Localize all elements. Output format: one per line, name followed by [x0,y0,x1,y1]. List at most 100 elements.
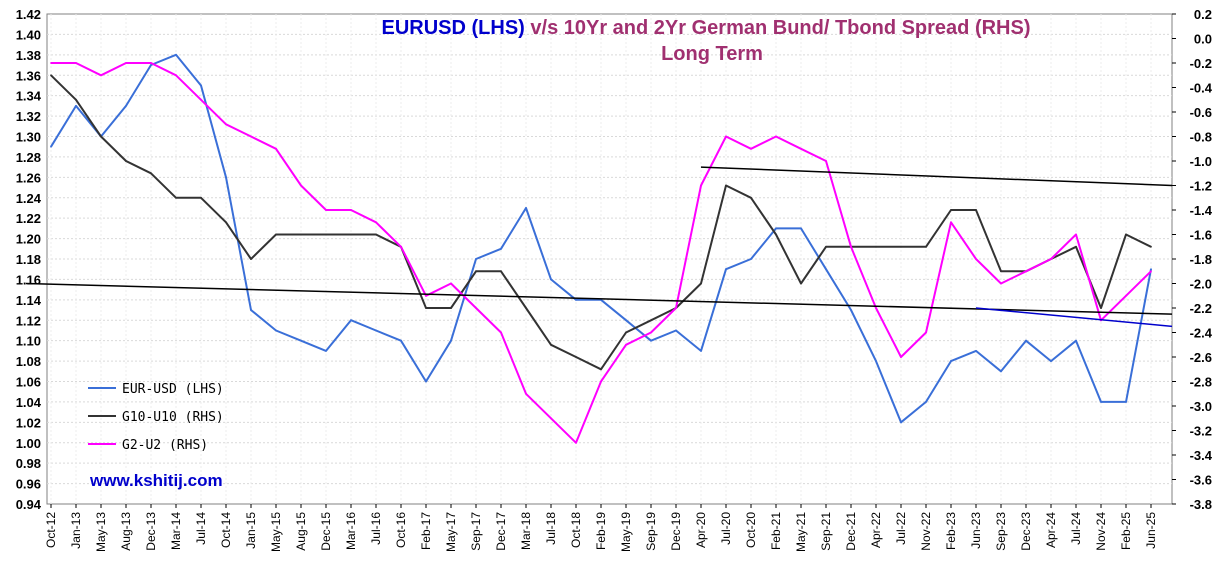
series-point-2 [500,331,502,334]
x-tick-label: Mar-16 [344,512,358,550]
series-point-2 [275,147,277,150]
series-point-0 [550,278,552,281]
series-point-0 [825,268,827,271]
series-point-1 [100,135,102,138]
x-tick-label: Aug-13 [119,512,133,551]
series-point-1 [75,98,77,101]
series-point-1 [575,356,577,358]
x-tick-label: Sep-23 [994,512,1008,551]
right-tick-label: -0.8 [1190,130,1212,145]
series-point-0 [125,104,127,107]
series-point-0 [925,401,927,403]
series-point-2 [525,392,527,395]
series-point-1 [875,245,877,248]
right-tick-label: -1.8 [1190,252,1212,267]
chart-subtitle: Long Term [661,43,763,65]
right-axis-ticks: 0.2 0.0 -0.2 -0.4 -0.6 -0.8 -1.0 -1.2 -1.4 -1.6 -1… [1172,7,1213,512]
series-point-0 [650,339,652,342]
series-point-0 [275,329,277,332]
series-point-0 [675,329,677,332]
series-point-1 [925,245,927,248]
x-tick-label: Dec-15 [319,512,333,551]
x-tick-label: Sep-17 [469,512,483,551]
series-point-2 [650,331,652,334]
series-point-0 [400,339,402,342]
right-tick-label: -3.0 [1190,399,1212,414]
right-tick-label: -3.8 [1190,497,1212,512]
series-point-1 [175,196,177,199]
series-point-1 [700,282,702,285]
x-tick-label: Jul-16 [369,512,383,545]
right-tick-label: -1.0 [1190,154,1212,169]
x-tick-label: Dec-21 [844,512,858,551]
x-tick-label: Dec-19 [669,512,683,551]
series-point-2 [225,123,227,126]
series-point-2 [1150,270,1152,273]
x-tick-label: Oct-18 [569,512,583,548]
x-tick-label: Nov-24 [1094,512,1108,551]
series-point-2 [875,307,877,309]
series-point-0 [475,258,477,260]
series-point-1 [200,196,202,199]
series-point-1 [425,307,427,309]
series-point-1 [450,307,452,309]
series-point-1 [725,184,727,187]
x-tick-label: Sep-19 [644,512,658,551]
right-tick-label: -1.4 [1190,203,1213,218]
series-point-2 [1000,282,1002,285]
right-tick-label: -1.6 [1190,228,1212,243]
series-point-0 [625,319,627,322]
grid [47,14,1172,504]
series-point-0 [225,176,227,179]
x-tick-label: May-19 [619,512,633,552]
series-point-1 [1100,307,1102,309]
series-point-1 [125,160,127,162]
series-point-0 [725,268,727,271]
series-point-2 [425,294,427,297]
series-point-0 [350,319,352,322]
series-point-1 [275,233,277,236]
series-point-0 [875,360,877,362]
left-tick-label: 1.30 [16,130,41,145]
series-point-0 [325,349,327,352]
series-point-1 [1125,233,1127,236]
series-point-0 [1025,339,1027,342]
left-tick-label: 1.04 [16,395,42,410]
series-point-0 [150,64,152,66]
x-tick-label: Oct-14 [219,512,233,548]
x-tick-label: Dec-17 [494,512,508,551]
x-tick-label: Dec-13 [144,512,158,551]
series-point-0 [1000,370,1002,373]
x-tick-label: Apr-20 [694,512,708,548]
left-tick-label: 1.14 [16,293,42,308]
left-tick-label: 1.42 [16,7,41,22]
series-point-1 [325,233,327,236]
left-tick-label: 0.96 [16,477,41,492]
legend-label: G2-U2 (RHS) [122,438,208,453]
left-tick-label: 1.18 [16,252,41,267]
series-point-2 [675,307,677,309]
series-point-2 [825,160,827,162]
trendline [975,307,1173,328]
x-tick-label: Jan-13 [69,512,83,549]
series-point-2 [550,417,552,420]
x-tick-label: Jul-20 [719,512,733,545]
series-point-1 [300,233,302,236]
chart-title-part2: v/s 10Yr and 2Yr German Bund/ Tbond Spre… [525,17,1031,39]
left-tick-label: 1.00 [16,436,41,451]
series-point-1 [650,319,652,322]
right-tick-label: -2.2 [1190,301,1212,316]
left-tick-label: 1.16 [16,272,41,287]
series-point-2 [625,343,627,346]
x-tick-label: Feb-23 [944,512,958,550]
series-point-2 [575,441,577,444]
series-point-0 [1150,268,1152,271]
x-tick-label: Apr-22 [869,512,883,548]
legend: EUR-USD (LHS) G10-U10 (RHS) G2-U2 (RHS) [88,382,224,453]
series-point-1 [1150,245,1152,248]
series-point-1 [625,331,627,334]
x-tick-label: Nov-22 [919,512,933,551]
left-tick-label: 1.12 [16,313,41,328]
series-point-2 [200,98,202,101]
x-tick-label: May-13 [94,512,108,552]
